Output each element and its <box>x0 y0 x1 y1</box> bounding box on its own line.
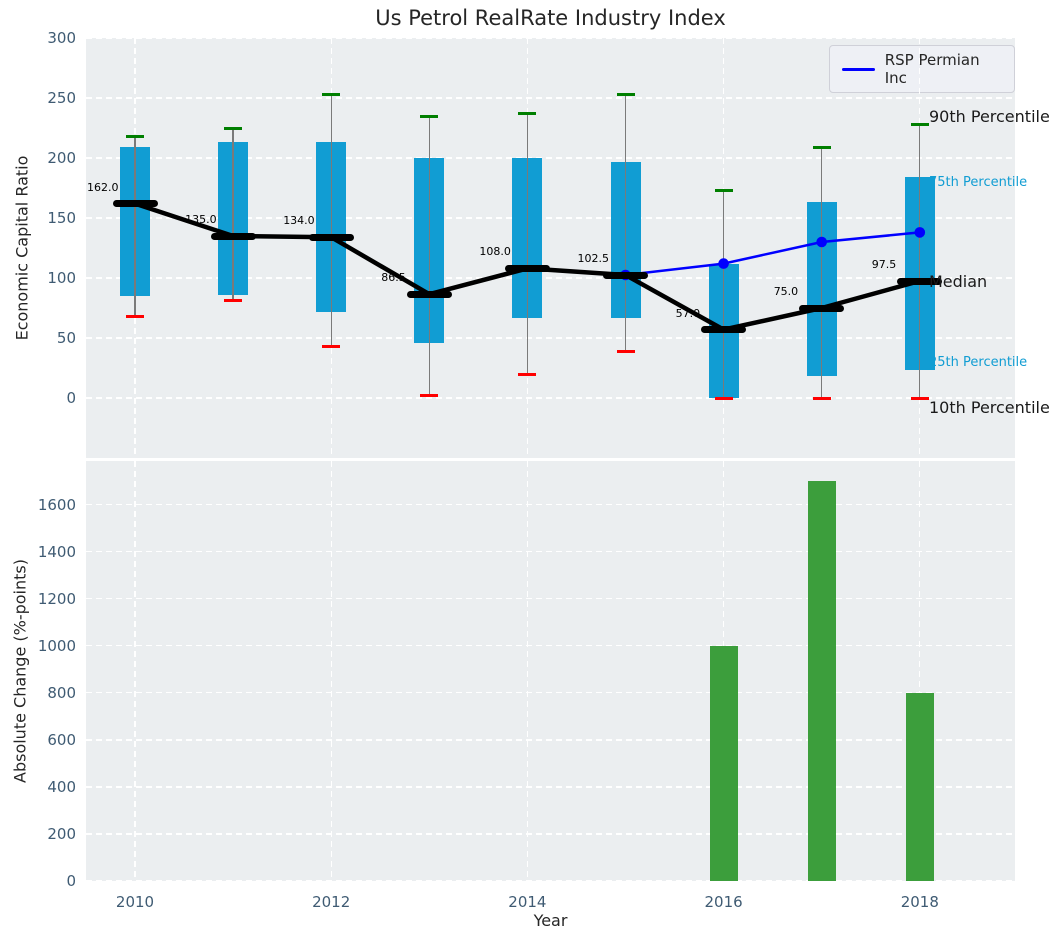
gridline-y-1400 <box>86 551 1015 552</box>
gridline-y-1000 <box>86 645 1015 646</box>
xtick-2010: 2010 <box>100 893 170 911</box>
bar-2017 <box>808 481 836 881</box>
xtick-2012: 2012 <box>296 893 366 911</box>
ytick-50: 50 <box>30 329 76 347</box>
bar-2018 <box>906 693 934 881</box>
rsp-permian-point-2016 <box>718 258 729 269</box>
ytick-600: 600 <box>30 731 76 749</box>
median-marker-2015 <box>603 272 648 279</box>
median-value-label-2014: 108.0 <box>479 245 511 258</box>
gridline-y-400 <box>86 786 1015 787</box>
median-marker-2012 <box>309 234 354 241</box>
median-value-label-2012: 134.0 <box>283 214 315 227</box>
ytick-200: 200 <box>30 149 76 167</box>
bar-2016 <box>710 646 738 881</box>
gridline-y-200 <box>86 833 1015 834</box>
xtick-2014: 2014 <box>492 893 562 911</box>
ytick-300: 300 <box>30 29 76 47</box>
annotation-median: Median <box>929 272 987 291</box>
gridline-y-800 <box>86 692 1015 693</box>
x-axis-label: Year <box>86 911 1015 930</box>
gridline-x-2012 <box>331 461 332 881</box>
chart-title: Us Petrol RealRate Industry Index <box>86 6 1015 30</box>
ytick-1000: 1000 <box>30 637 76 655</box>
ytick-1200: 1200 <box>30 590 76 608</box>
ytick-250: 250 <box>30 89 76 107</box>
ytick-100: 100 <box>30 269 76 287</box>
median-value-label-2010: 162.0 <box>87 181 119 194</box>
median-marker-2016 <box>701 326 746 333</box>
ytick-0: 0 <box>30 872 76 890</box>
median-value-label-2015: 102.5 <box>578 252 610 265</box>
median-marker-2013 <box>407 291 452 298</box>
top-axes-lines <box>86 38 1015 458</box>
ytick-0: 0 <box>30 389 76 407</box>
xtick-2016: 2016 <box>689 893 759 911</box>
median-value-label-2011: 135.0 <box>185 213 217 226</box>
bottom-axes-bars: 0200400600800100012001400160020102012201… <box>86 461 1015 881</box>
gridline-y-1200 <box>86 598 1015 599</box>
median-value-label-2016: 57.0 <box>676 307 701 320</box>
median-value-label-2018: 97.5 <box>872 258 897 271</box>
y-axis-label-top: Economic Capital Ratio <box>13 156 32 341</box>
median-value-label-2013: 86.5 <box>381 271 406 284</box>
ytick-200: 200 <box>30 825 76 843</box>
chart-figure: Us Petrol RealRate Industry Index Econom… <box>0 0 1064 942</box>
xtick-2018: 2018 <box>885 893 955 911</box>
ytick-400: 400 <box>30 778 76 796</box>
median-marker-2017 <box>799 305 844 312</box>
gridline-x-2010 <box>134 461 135 881</box>
ytick-150: 150 <box>30 209 76 227</box>
annotation-25th-percentile: 25th Percentile <box>929 355 1027 370</box>
rsp-permian-point-2017 <box>816 237 827 248</box>
gridline-x-2014 <box>527 461 528 881</box>
gridline-y-600 <box>86 739 1015 740</box>
gridline-y-1600 <box>86 504 1015 505</box>
annotation-75th-percentile: 75th Percentile <box>929 175 1027 190</box>
ytick-800: 800 <box>30 684 76 702</box>
ytick-1600: 1600 <box>30 496 76 514</box>
ytick-1400: 1400 <box>30 543 76 561</box>
median-marker-2014 <box>505 265 550 272</box>
y-axis-label-bottom: Absolute Change (%-points) <box>11 559 30 783</box>
annotation-10th-percentile: 10th Percentile <box>929 398 1050 417</box>
rsp-permian-point-2018 <box>915 227 926 238</box>
top-axes-boxplot: RSP Permian Inc 300250200150100500162.01… <box>86 38 1015 458</box>
annotation-90th-percentile: 90th Percentile <box>929 107 1050 126</box>
gridline-y-0 <box>86 880 1015 881</box>
median-value-label-2017: 75.0 <box>774 285 799 298</box>
median-marker-2011 <box>211 233 256 240</box>
median-marker-2010 <box>113 200 158 207</box>
